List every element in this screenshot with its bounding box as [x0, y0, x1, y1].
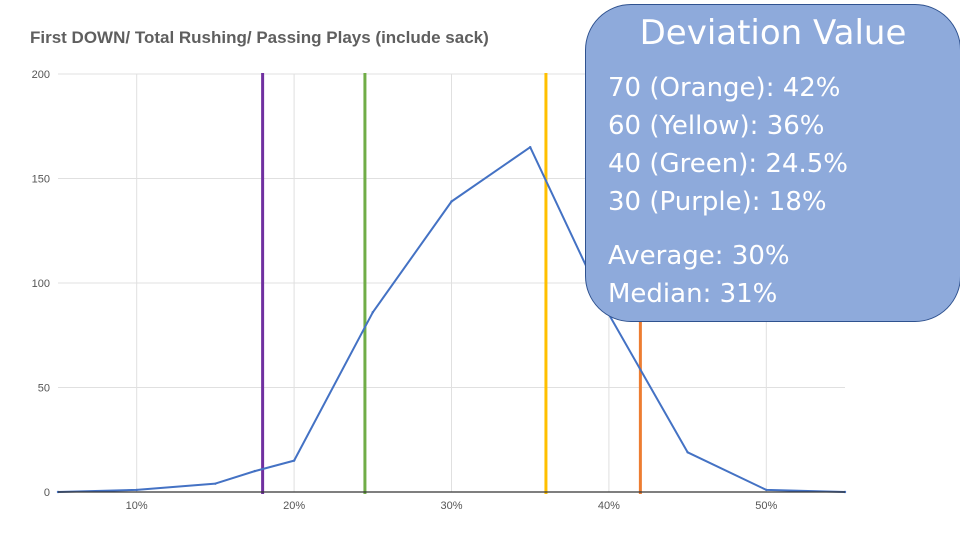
data-point [214, 482, 217, 485]
callout-line-median: Median: 31% [608, 279, 778, 309]
y-tick-label: 100 [32, 278, 50, 290]
data-point [135, 488, 138, 492]
chart-title: First DOWN/ Total Rushing/ Passing Plays… [30, 28, 489, 47]
y-tick-label: 0 [44, 487, 50, 499]
x-axis-ticks: 10% 20% 30% 40% 50% [126, 500, 778, 512]
deviation-callout: Deviation Value 70 (Orange): 42% 60 (Yel… [585, 4, 960, 322]
data-point [529, 145, 532, 149]
callout-line-orange: 70 (Orange): 42% [608, 73, 841, 103]
x-tick-label: 40% [598, 500, 620, 512]
y-tick-label: 50 [38, 383, 50, 395]
callout-title: Deviation Value [639, 13, 907, 53]
callout-line-green: 40 (Green): 24.5% [608, 149, 848, 179]
x-tick-label: 10% [126, 500, 148, 512]
callout-line-yellow: 60 (Yellow): 36% [608, 111, 825, 141]
data-point [686, 451, 689, 454]
y-axis-ticks: 0 50 100 150 200 [32, 69, 50, 499]
x-tick-label: 50% [755, 500, 777, 512]
callout-line-purple: 30 (Purple): 18% [608, 187, 827, 217]
data-point [371, 311, 374, 314]
data-point [765, 488, 768, 492]
y-tick-label: 200 [32, 69, 50, 81]
callout-line-average: Average: 30% [608, 241, 790, 271]
data-point [253, 469, 256, 473]
series-line [57, 146, 846, 493]
x-tick-label: 30% [440, 500, 462, 512]
data-point [292, 459, 296, 462]
data-point [450, 200, 453, 203]
x-tick-label: 20% [283, 500, 305, 512]
y-tick-label: 150 [32, 174, 50, 186]
